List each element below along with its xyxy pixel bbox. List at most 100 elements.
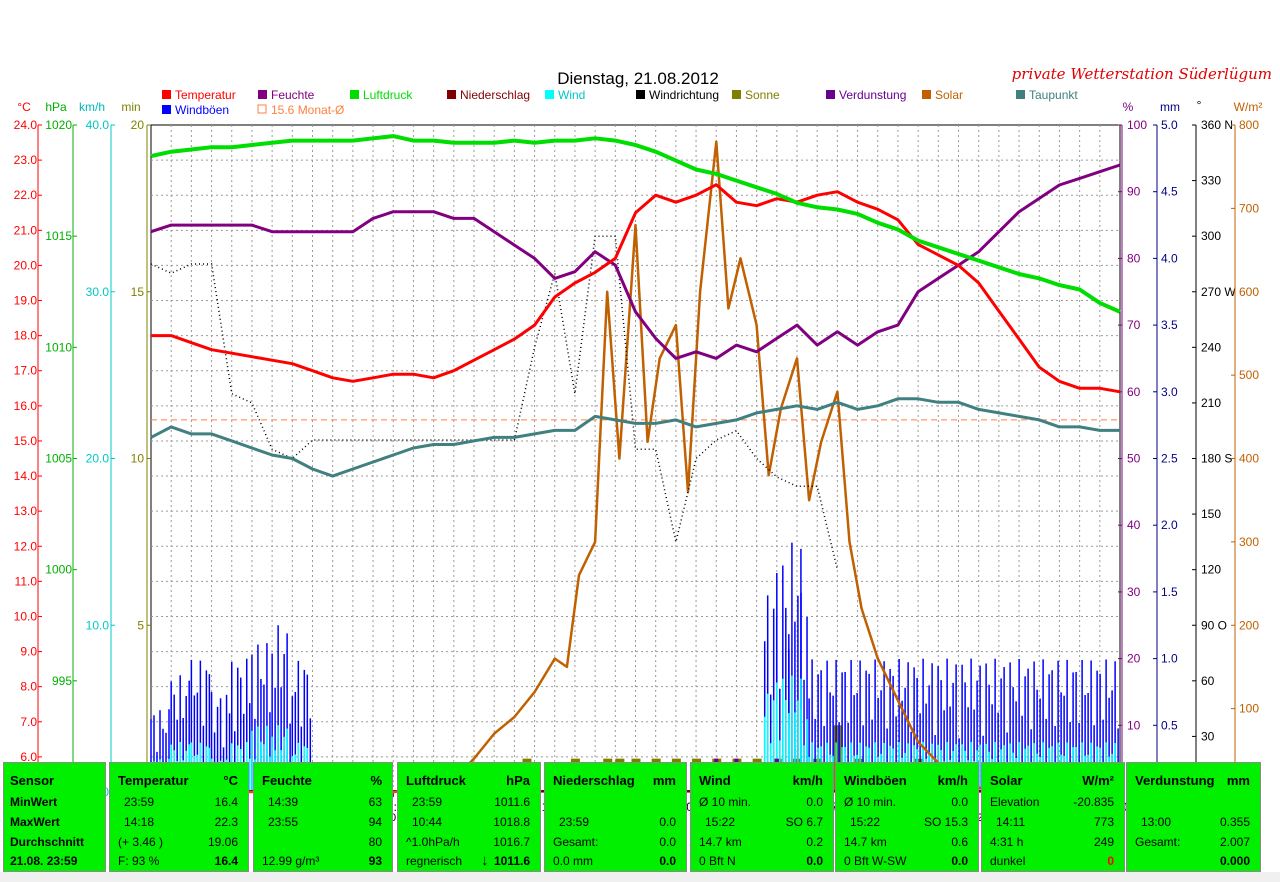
row-label: Elevation [990, 795, 1040, 809]
row-value: 249 [1093, 835, 1114, 849]
tick-label: 2.0 [1161, 518, 1178, 532]
tick-label: 30 [1127, 585, 1141, 599]
panel-unit: hPa [506, 773, 530, 788]
legend-swatch [732, 90, 741, 99]
row-label: (+ 3.46 ) [118, 835, 164, 849]
legend-swatch [162, 105, 171, 114]
tick-label: 600 [1239, 285, 1259, 299]
series-temperature [151, 183, 1121, 394]
tick-label: 12.0 [14, 539, 38, 553]
tick-label: 70 [1127, 318, 1141, 332]
row-value: 22.3 [214, 815, 238, 829]
tick-label: 10 [1127, 718, 1141, 732]
row-label: F: 93 % [118, 854, 160, 868]
legend-swatch [258, 90, 267, 99]
legend-swatch [636, 90, 645, 99]
tick-label: 30 [1201, 729, 1215, 743]
tick-label: 90 [1127, 185, 1141, 199]
axis-rain: 5.04.54.03.53.02.52.01.51.00.50.0 [1153, 118, 1178, 799]
axis-humidity: 1009080706050403020100 [1118, 118, 1147, 799]
axis-direction: 360 N 330 300 270 W 240 210 180 S 150 120 90 O 60 3… [1192, 118, 1236, 799]
panel-unit: mm [652, 773, 676, 788]
tick-label: 1.0 [1161, 652, 1178, 666]
row-value: 0.000 [1219, 854, 1250, 868]
tick-label: 1.5 [1161, 585, 1178, 599]
tick-label: 13.0 [14, 504, 38, 518]
row-label: 21.08. 23:59 [10, 854, 78, 868]
tick-label: 300 [1239, 535, 1259, 549]
panel-luftdruck: Luftdruck hPa 23:59 1011.6 10:44 1018.8 ^1.0hP… [397, 762, 541, 872]
unit-kmh: km/h [79, 100, 105, 114]
panel-head: Sensor [10, 773, 55, 788]
row-label: 14:18 [124, 815, 155, 829]
legend-label: Temperatur [175, 88, 236, 102]
tick-label: 100 [1127, 118, 1147, 132]
row-value: 0 [1107, 854, 1114, 868]
row-value: 16.4 [214, 854, 238, 868]
tick-label: 40.0 [86, 118, 110, 132]
tick-label: 14.0 [14, 469, 38, 483]
legend-swatch [922, 90, 931, 99]
tick-label: 240 [1201, 340, 1221, 354]
row-label: dunkel [990, 854, 1026, 868]
row-value: 0.0 [659, 854, 676, 868]
axis-wind: 40.030.020.010.00.0 [86, 118, 115, 799]
row-value: 16.4 [214, 795, 238, 809]
row-label: 12.99 g/m³ [262, 854, 320, 868]
panel-windboeen: Windböen km/h Ø 10 min. 0.0 15:22 SO 15.3 14.7… [835, 762, 979, 872]
panel-head: Solar [990, 773, 1023, 788]
legend-label: Luftdruck [363, 88, 413, 102]
row-value: 0.0 [951, 854, 968, 868]
sun-bar [833, 725, 843, 792]
tick-label: 22.0 [14, 188, 38, 202]
row-value: -20.835 [1073, 795, 1114, 809]
panel-head: Feuchte [262, 773, 312, 788]
tick-label: 1000 [45, 563, 72, 577]
tick-label: 2.5 [1161, 452, 1178, 466]
row-value: 0.355 [1219, 815, 1250, 829]
unit-mm: mm [1160, 100, 1180, 114]
panel-head: Temperatur [118, 773, 189, 788]
tick-label: 24.0 [14, 118, 38, 132]
legend-swatch [350, 90, 359, 99]
tick-label: 9.0 [20, 645, 37, 659]
row-label: MaxWert [10, 815, 60, 829]
tick-label: 330 [1201, 174, 1221, 188]
panel-solar: Solar W/m² Elevation -20.835 14:11 773 4:31 h 2… [981, 762, 1125, 872]
axis-pressure: 10201015101010051000995990 [45, 118, 77, 799]
series-solar [151, 140, 1120, 794]
legend-label: Sonne [745, 88, 780, 102]
row-label: Ø 10 min. [844, 795, 897, 809]
row-value: 1011.6 [493, 854, 530, 868]
legend: Temperatur Feuchte Luftdruck Niederschlag Wi… [162, 88, 1078, 117]
row-label: 23:59 [412, 795, 443, 809]
panel-unit: mm [1226, 773, 1250, 788]
tick-label: 0.5 [1161, 718, 1178, 732]
row-value: 0.0 [659, 835, 676, 849]
tick-label: 23.0 [14, 153, 38, 167]
row-label: 23:59 [559, 815, 590, 829]
tick-label: 21.0 [14, 223, 38, 237]
legend-swatch [447, 90, 456, 99]
series-dewpoint [150, 397, 1120, 478]
panel-unit: W/m² [1082, 773, 1114, 788]
row-label: 4:31 h [990, 835, 1024, 849]
tick-label: 17.0 [14, 364, 38, 378]
tick-label: 20 [1127, 652, 1141, 666]
panel-unit: km/h [937, 773, 968, 788]
pressure-trend-icon: ↓ [481, 852, 489, 869]
status-strip [0, 872, 1280, 882]
panel-unit: km/h [792, 773, 823, 788]
tick-label: 90 O [1201, 618, 1227, 632]
legend-label: Niederschlag [460, 88, 530, 102]
legend-label: Solar [935, 88, 963, 102]
tick-label: 15 [131, 285, 145, 299]
row-label: Gesamt: [1135, 835, 1181, 849]
tick-label: 40 [1127, 518, 1141, 532]
tick-label: 120 [1201, 563, 1221, 577]
tick-label: 30.0 [86, 285, 110, 299]
panel-wind: Wind km/h Ø 10 min. 0.0 15:22 SO 6.7 14.7 km 0.… [690, 762, 834, 872]
panel-head: Niederschlag [553, 773, 635, 788]
row-label: 13:00 [1141, 815, 1172, 829]
